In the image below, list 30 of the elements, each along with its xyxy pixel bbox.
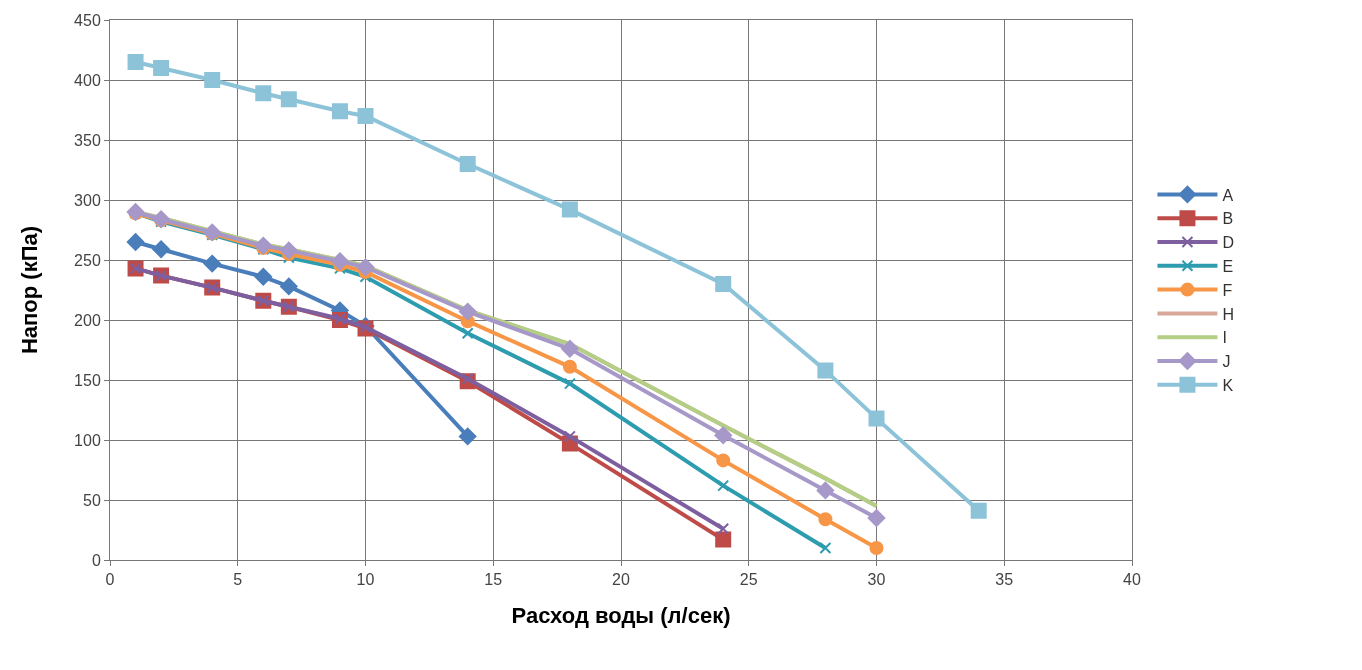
x-tick-label: 35 [995, 571, 1014, 589]
x-tick-label: 40 [1123, 571, 1141, 589]
y-tick-label: 300 [74, 191, 101, 209]
x-tick-label: 30 [867, 571, 886, 589]
y-tick-label: 350 [74, 131, 101, 149]
y-tick-label: 150 [74, 371, 101, 389]
legend-label: K [1222, 377, 1234, 395]
y-axis-title: Напор (кПа) [16, 225, 42, 355]
legend-label: F [1222, 281, 1233, 299]
y-tick-label: 250 [74, 251, 101, 269]
legend-label: J [1222, 353, 1231, 371]
y-tick-label: 50 [83, 491, 101, 509]
x-tick-label: 0 [105, 571, 115, 589]
y-tick-label: 400 [74, 71, 101, 89]
legend-label: H [1222, 305, 1234, 323]
x-tick-label: 20 [612, 571, 630, 589]
legend-label: E [1222, 258, 1234, 276]
y-tick-label: 200 [74, 311, 101, 329]
y-tick-label: 0 [91, 551, 101, 569]
x-tick-label: 25 [739, 571, 758, 589]
y-tick-label: 450 [74, 11, 101, 29]
x-tick-label: 10 [356, 571, 375, 589]
legend-label: D [1222, 234, 1234, 252]
x-tick-label: 15 [484, 571, 503, 589]
legend-label: I [1222, 329, 1227, 347]
legend-label: B [1222, 210, 1234, 228]
y-tick-label: 100 [74, 431, 101, 449]
x-tick-label: 5 [233, 571, 243, 589]
x-axis-title: Расход воды (л/сек) [511, 603, 731, 629]
legend-label: A [1222, 186, 1234, 204]
